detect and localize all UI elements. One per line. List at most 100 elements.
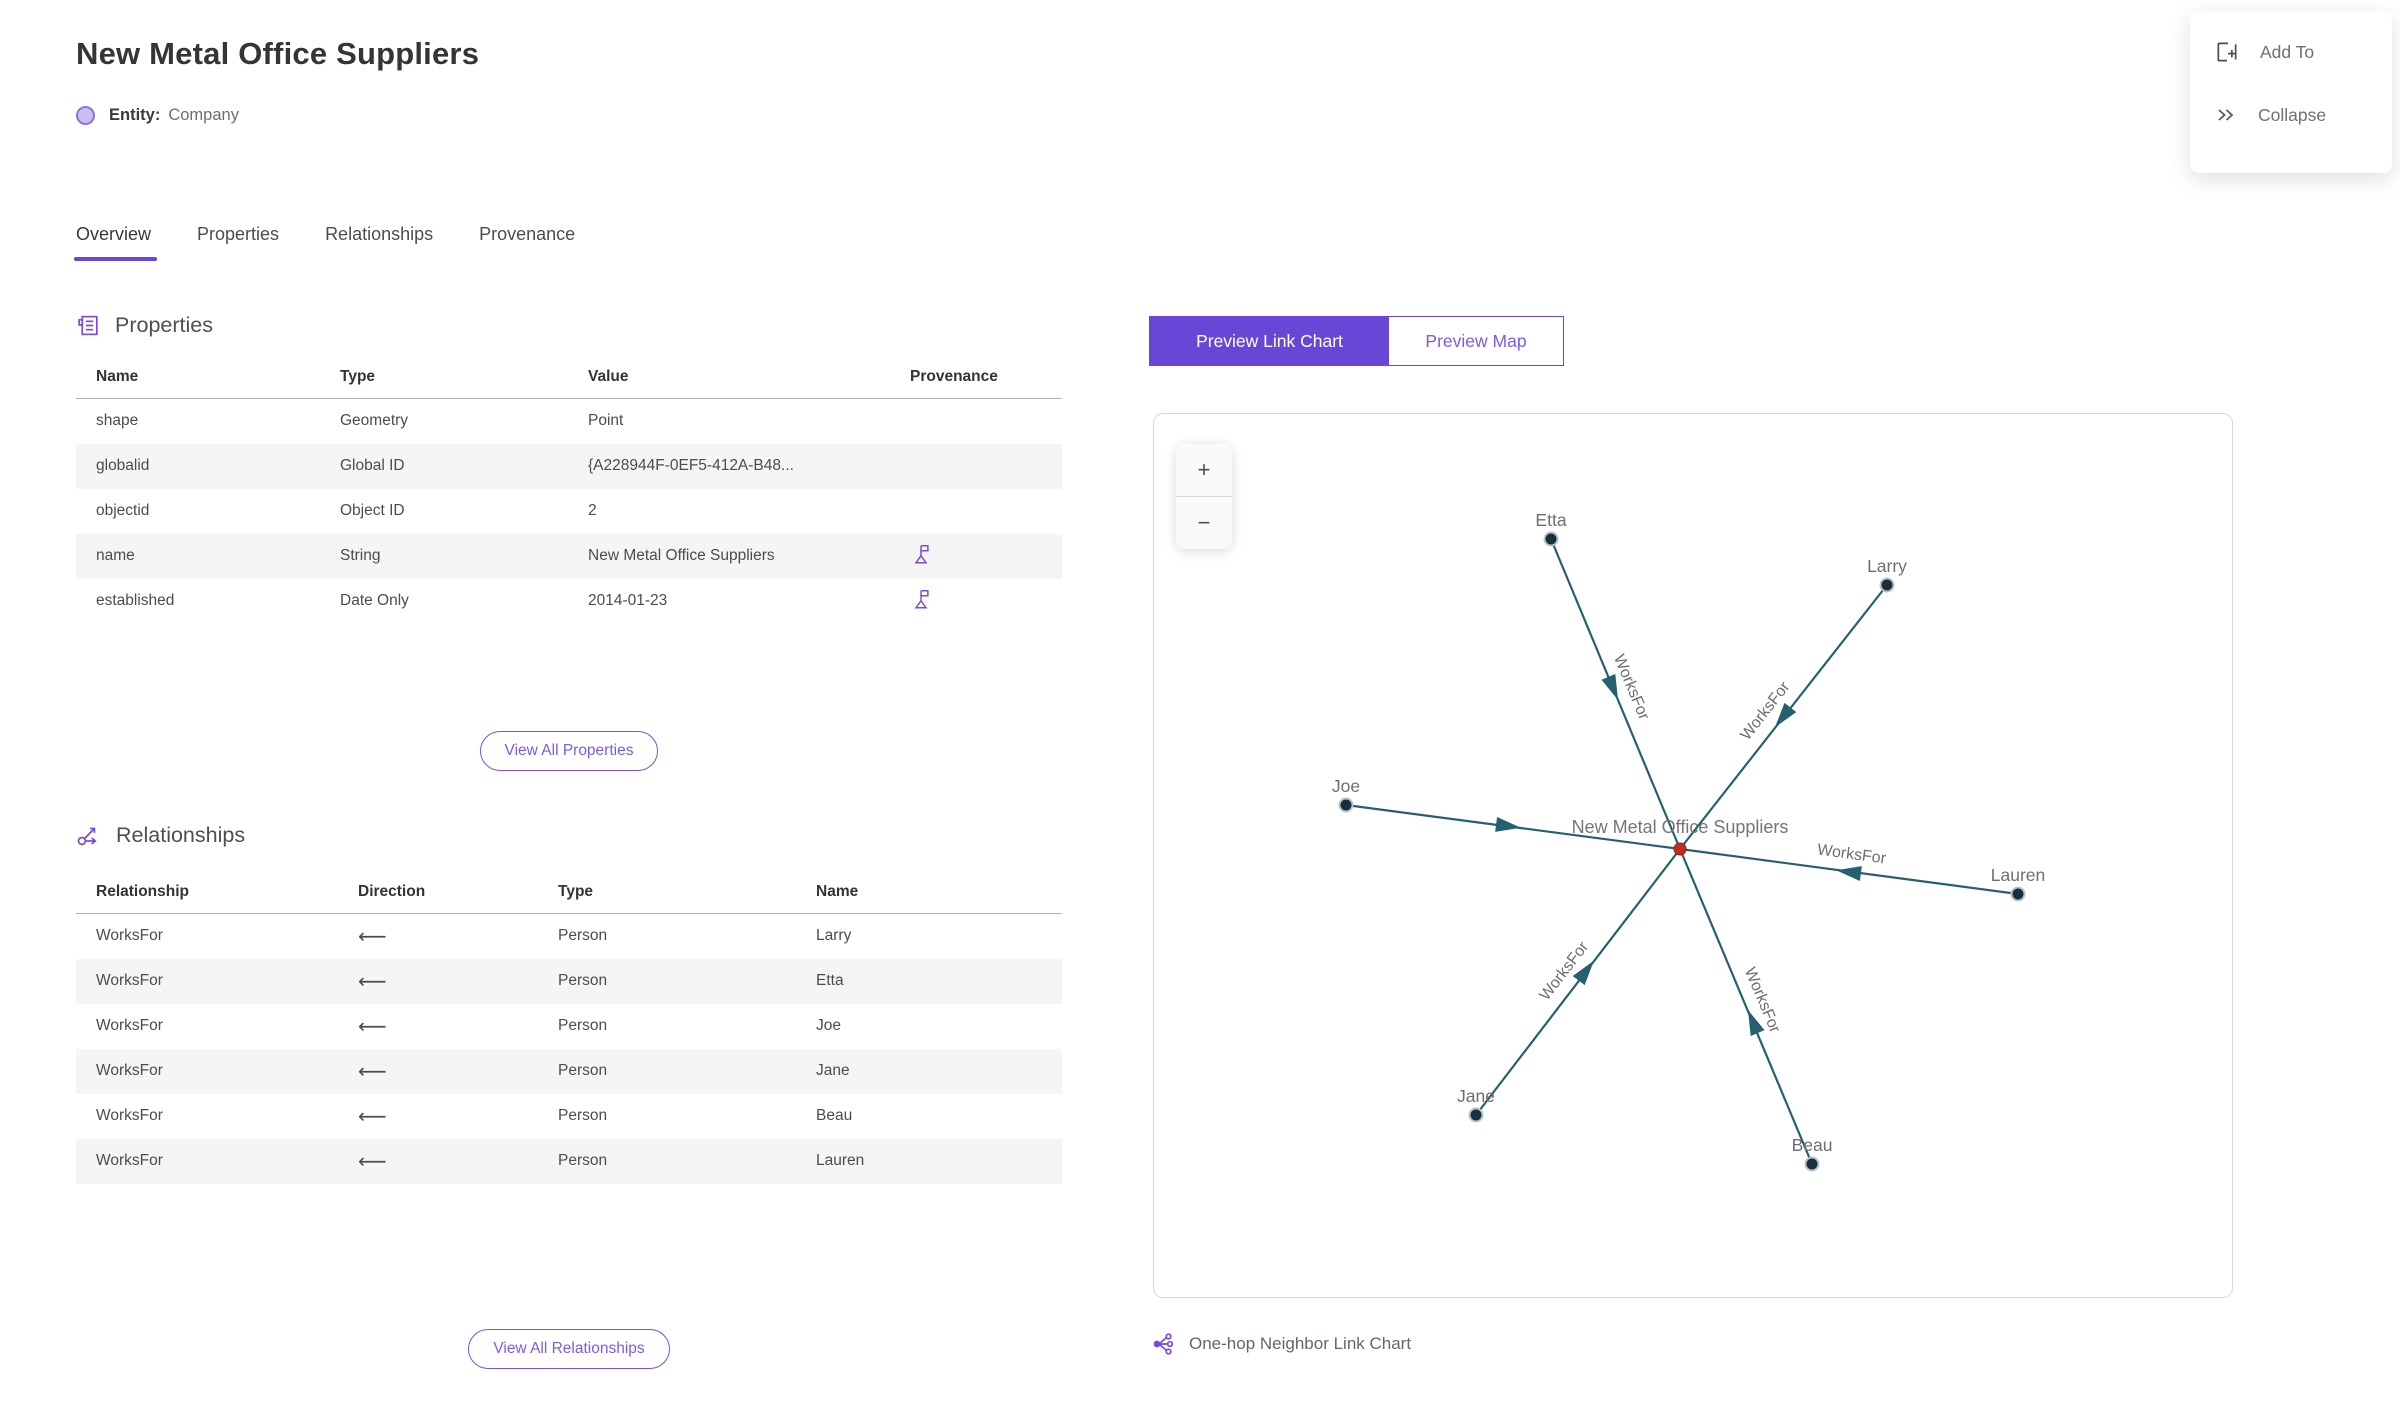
add-to-label: Add To (2260, 41, 2315, 62)
zoom-divider (1176, 496, 1232, 497)
preview-toggle: Preview Link Chart Preview Map (1149, 316, 1564, 366)
relationship-row: WorksFor ⟵ Person Lauren (76, 1138, 1062, 1184)
one-hop-link-chart-icon (1153, 1333, 1174, 1355)
graph-node-person[interactable] (2010, 886, 2026, 902)
prop-value: 2 (588, 502, 597, 519)
direction-arrow: ⟵ (358, 1014, 387, 1038)
prop-value: 2014-01-23 (588, 592, 668, 609)
preview-map-button[interactable]: Preview Map (1389, 317, 1563, 365)
graph-node-person[interactable] (1879, 577, 1895, 593)
relationship-link[interactable]: WorksFor (96, 1062, 163, 1079)
relationships-graph-icon (77, 827, 97, 846)
graph-node-person[interactable] (1543, 531, 1559, 547)
graph-center-label: New Metal Office Suppliers (1572, 817, 1789, 837)
collapse-label: Collapse (2258, 104, 2327, 125)
property-row: shape Geometry Point (76, 399, 1062, 444)
graph-edge-arrow (1601, 674, 1618, 701)
graph-edge-label: WorksFor (1741, 965, 1784, 1036)
direction-arrow: ⟵ (358, 1059, 387, 1083)
rel-name-link[interactable]: Etta (816, 972, 844, 989)
chart-caption: One-hop Neighbor Link Chart (1150, 1332, 1411, 1356)
graph-edge-arrow (1836, 866, 1862, 882)
relationship-link[interactable]: WorksFor (96, 927, 163, 945)
view-all-properties-wrap: View All Properties (76, 731, 1062, 771)
relationship-link[interactable]: WorksFor (96, 1152, 163, 1169)
prop-value: {A228944F-0EF5-412A-B48... (588, 457, 794, 474)
graph-node-label: Larry (1867, 556, 1907, 576)
rel-name-link[interactable]: Jane (816, 1062, 850, 1079)
prop-provenance (890, 579, 1062, 624)
zoom-in-button[interactable]: + (1176, 444, 1232, 496)
graph-node-person[interactable] (1468, 1107, 1484, 1123)
page-title: New Metal Office Suppliers (76, 36, 480, 71)
prop-value: Point (588, 412, 624, 430)
graph-node-person[interactable] (1804, 1156, 1820, 1172)
view-all-relationships-button[interactable]: View All Relationships (468, 1329, 670, 1369)
prop-type: Object ID (340, 502, 405, 519)
properties-header-row: Name Type Value Provenance (76, 368, 1062, 399)
rel-name-link[interactable]: Lauren (816, 1152, 865, 1169)
preview-link-chart-button[interactable]: Preview Link Chart (1150, 317, 1389, 365)
link-chart-panel: WorksFor WorksFor WorksFor WorksFor WorksFor… (1153, 413, 2233, 1298)
entity-row: Entity: Company (76, 106, 239, 125)
relationship-link[interactable]: WorksFor (96, 972, 163, 989)
view-all-relationships-wrap: View All Relationships (76, 1329, 1062, 1369)
entity-label: Entity: (109, 106, 161, 124)
relationships-table: Relationship Direction Type Name WorksFo… (76, 883, 1062, 1184)
graph-edge-label: WorksFor (1816, 842, 1887, 868)
double-chevron-right-icon (2218, 109, 2234, 121)
zoom-out-button[interactable]: − (1176, 497, 1232, 549)
graph-node-company[interactable] (1673, 842, 1687, 856)
prop-provenance (890, 399, 1062, 444)
tab-overview[interactable]: Overview (73, 224, 158, 261)
collapse-button[interactable]: Collapse (2214, 103, 2392, 127)
rel-name-link[interactable]: Larry (816, 927, 852, 945)
rel-type: Person (558, 1152, 608, 1169)
direction-arrow: ⟵ (358, 969, 387, 993)
prop-provenance (890, 534, 1062, 579)
col-provenance: Provenance (890, 368, 1062, 399)
rel-name-link[interactable]: Joe (816, 1017, 841, 1034)
tab-relationships[interactable]: Relationships (325, 224, 434, 244)
direction-arrow: ⟵ (358, 1149, 387, 1173)
entity-type-icon (76, 106, 95, 125)
view-all-properties-button[interactable]: View All Properties (479, 731, 659, 771)
col-value: Value (568, 368, 890, 399)
relationship-row: WorksFor ⟵ Person Jane (76, 1048, 1062, 1094)
relationship-row: WorksFor ⟵ Person Etta (76, 958, 1062, 1004)
graph-node-label: Lauren (1991, 865, 2046, 885)
prop-type: Geometry (340, 412, 409, 430)
col-type: Type (320, 368, 568, 399)
prop-name: objectid (96, 502, 150, 519)
graph-node-person[interactable] (1338, 797, 1354, 813)
prop-provenance (890, 489, 1062, 534)
tab-bar: Overview Properties Relationships Proven… (73, 224, 576, 261)
relationship-row: WorksFor ⟵ Person Joe (76, 1004, 1062, 1049)
graph-node-label: Etta (1535, 510, 1566, 530)
col-direction: Direction (338, 883, 538, 914)
relationship-link[interactable]: WorksFor (96, 1017, 163, 1034)
add-to-button[interactable]: Add To (2214, 39, 2392, 65)
prop-name: name (96, 547, 135, 564)
graph-node-label: Joe (1332, 776, 1360, 796)
col-relationship: Relationship (76, 883, 338, 914)
tab-properties[interactable]: Properties (197, 224, 280, 244)
provenance-flag-icon[interactable] (910, 543, 932, 565)
rel-type: Person (558, 1107, 608, 1124)
relationships-section-heading: Relationships (76, 822, 245, 848)
col-type: Type (538, 883, 796, 914)
provenance-flag-icon[interactable] (910, 588, 932, 610)
prop-type: String (340, 547, 381, 564)
properties-table: Name Type Value Provenance shape Geometr… (76, 368, 1062, 624)
graph-edge (1678, 848, 1814, 1165)
entity-type-value: Company (168, 106, 239, 124)
property-row: objectid Object ID 2 (76, 489, 1062, 534)
direction-arrow: ⟵ (358, 1104, 387, 1128)
actions-card: Add To Collapse (2190, 11, 2392, 173)
tab-provenance[interactable]: Provenance (479, 224, 576, 244)
property-row: globalid Global ID {A228944F-0EF5-412A-B… (76, 443, 1062, 489)
prop-name: shape (96, 412, 139, 430)
relationship-link[interactable]: WorksFor (96, 1107, 163, 1124)
rel-name-link[interactable]: Beau (816, 1107, 853, 1124)
